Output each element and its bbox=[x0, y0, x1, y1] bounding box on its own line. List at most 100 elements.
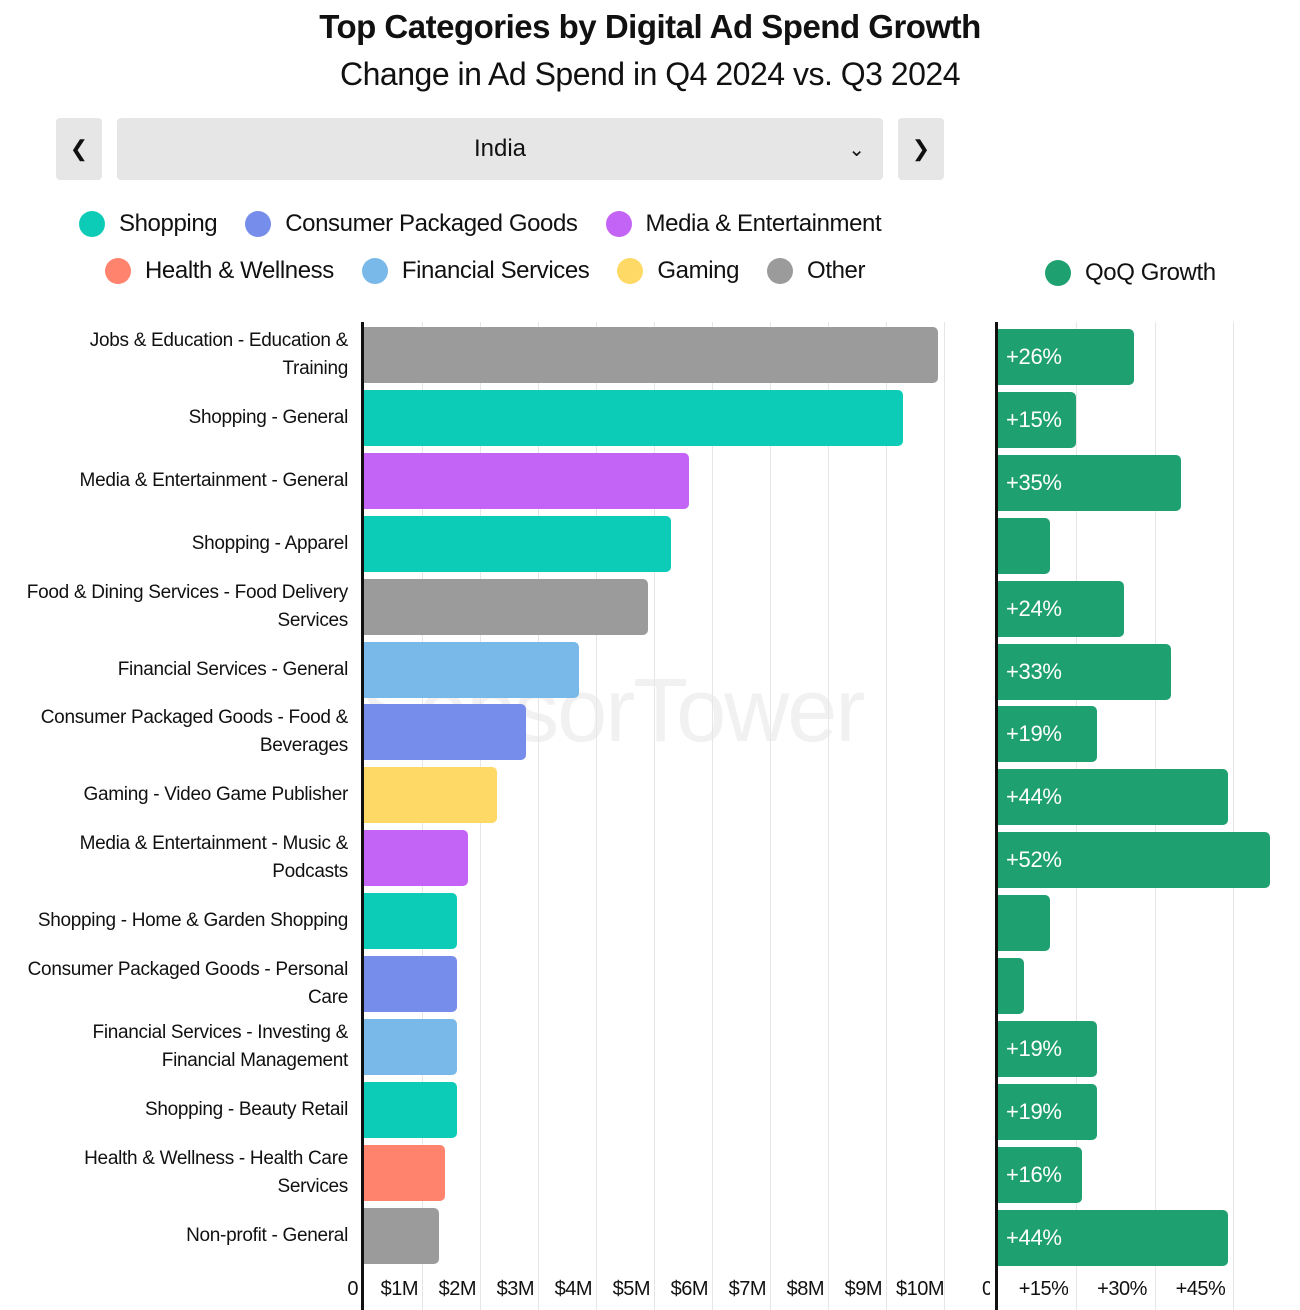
category-label: Media & Entertainment - Music & Podcasts bbox=[79, 833, 349, 883]
growth-bar: +35% bbox=[998, 454, 1182, 511]
x-tick-label: $3M bbox=[496, 1278, 535, 1300]
chevron-down-icon: ⌄ bbox=[848, 138, 865, 161]
spend-bar bbox=[364, 452, 689, 509]
growth-bar: +16% bbox=[998, 1146, 1082, 1203]
gridline bbox=[828, 322, 829, 1310]
legend-dot-icon bbox=[105, 258, 131, 284]
legend-row-2: Health & Wellness Financial Services Gamin… bbox=[105, 257, 893, 285]
spend-bar bbox=[364, 578, 649, 635]
spend-bar bbox=[364, 830, 469, 887]
legend-growth: QoQ Growth bbox=[1045, 259, 1244, 287]
category-label: Consumer Packaged Goods - Personal Care bbox=[27, 959, 349, 1008]
legend-item: Financial Services bbox=[361, 257, 590, 285]
legend-item: QoQ Growth bbox=[1045, 259, 1216, 287]
prev-button[interactable]: ❮ bbox=[56, 118, 102, 180]
growth-bar bbox=[998, 958, 1025, 1014]
growth-label: +16% bbox=[1006, 1161, 1062, 1187]
spend-bar bbox=[364, 1144, 446, 1201]
growth-bar: +15% bbox=[998, 391, 1077, 448]
growth-bar: +44% bbox=[998, 769, 1229, 826]
legend-dot-icon bbox=[245, 211, 272, 237]
growth-tick-label: +30% bbox=[1097, 1278, 1147, 1300]
legend-label: Health & Wellness bbox=[145, 257, 334, 284]
growth-label: +52% bbox=[1006, 847, 1062, 873]
growth-bar: +33% bbox=[998, 643, 1171, 700]
category-label: Non-profit - General bbox=[186, 1224, 348, 1246]
category-label: Media & Entertainment - General bbox=[79, 469, 349, 491]
legend-row-1: Shopping Consumer Packaged Goods Media & E… bbox=[79, 210, 909, 238]
category-label: Consumer Packaged Goods - Food & Beverag… bbox=[40, 707, 349, 757]
legend-item: Other bbox=[767, 257, 865, 285]
spend-bar bbox=[364, 515, 672, 572]
growth-label: +26% bbox=[1006, 344, 1062, 369]
legend-item: Shopping bbox=[79, 210, 218, 238]
legend-dot-icon bbox=[605, 211, 632, 237]
category-label: Shopping - General bbox=[188, 406, 349, 428]
x-tick-label: $10M bbox=[896, 1278, 945, 1300]
chart-title: Top Categories by Digital Ad Spend Growt… bbox=[319, 8, 981, 45]
growth-tick-label: +45% bbox=[1175, 1278, 1226, 1300]
gridline bbox=[944, 322, 945, 1310]
legend-dot-icon bbox=[767, 258, 794, 284]
legend-label: QoQ Growth bbox=[1085, 259, 1216, 286]
legend-dot-icon bbox=[1045, 260, 1071, 286]
x-tick-label: 0 bbox=[347, 1278, 358, 1300]
country-dropdown[interactable]: India ⌄ bbox=[117, 118, 883, 180]
spend-bar bbox=[364, 389, 904, 446]
category-label: Shopping - Apparel bbox=[191, 532, 349, 554]
spend-bar bbox=[364, 1018, 457, 1075]
next-button[interactable]: ❯ bbox=[898, 118, 944, 180]
gridline bbox=[1233, 322, 1235, 1310]
gridline bbox=[770, 322, 771, 1310]
growth-bar: +24% bbox=[998, 580, 1124, 637]
x-tick-label: $5M bbox=[612, 1278, 651, 1300]
growth-tick-label: 0 bbox=[982, 1278, 990, 1300]
growth-label: +35% bbox=[1006, 469, 1062, 495]
growth-label: +44% bbox=[1006, 1224, 1062, 1250]
category-label: Shopping - Home & Garden Shopping bbox=[37, 910, 348, 932]
category-label: Gaming - Video Game Publisher bbox=[83, 784, 349, 806]
x-tick-label: $8M bbox=[786, 1278, 825, 1300]
growth-bar: +44% bbox=[998, 1209, 1229, 1266]
growth-bar: +19% bbox=[998, 1083, 1098, 1140]
gridline bbox=[886, 322, 887, 1310]
growth-bar bbox=[998, 517, 1051, 574]
legend-dot-icon bbox=[79, 211, 105, 237]
growth-tick-label: +15% bbox=[1018, 1278, 1069, 1300]
legend-dot-icon bbox=[361, 258, 388, 284]
growth-label: +24% bbox=[1006, 595, 1062, 621]
spend-bar bbox=[364, 641, 579, 698]
category-label: Jobs & Education - Education & Training bbox=[89, 330, 349, 379]
chevron-right-icon: ❯ bbox=[911, 136, 931, 161]
growth-label: +19% bbox=[1006, 1035, 1062, 1061]
legend-label: Financial Services bbox=[401, 257, 590, 284]
legend-label: Media & Entertainment bbox=[645, 210, 882, 237]
category-label: Financial Services - Investing & Financi… bbox=[92, 1021, 349, 1071]
growth-bar: +26% bbox=[998, 329, 1134, 385]
growth-axis-line bbox=[995, 322, 998, 1310]
gridline bbox=[596, 322, 597, 1310]
legend-item: Media & Entertainment bbox=[605, 210, 882, 238]
growth-bar bbox=[998, 895, 1051, 952]
spend-bar bbox=[364, 704, 527, 761]
gridline bbox=[654, 322, 655, 1310]
growth-label: +15% bbox=[1006, 406, 1062, 432]
legend-item: Gaming bbox=[617, 257, 739, 285]
growth-bar: +19% bbox=[998, 706, 1098, 763]
growth-label: +19% bbox=[1006, 721, 1062, 747]
legend-label: Consumer Packaged Goods bbox=[285, 210, 578, 237]
x-tick-label: $4M bbox=[554, 1278, 593, 1300]
spend-bar bbox=[364, 327, 939, 383]
spend-axis-line bbox=[361, 322, 364, 1310]
legend-item: Consumer Packaged Goods bbox=[245, 210, 578, 238]
spend-bar bbox=[364, 1081, 457, 1138]
category-label: Financial Services - General bbox=[117, 658, 349, 680]
legend-label: Gaming bbox=[657, 257, 740, 284]
chevron-left-icon: ❮ bbox=[69, 136, 89, 161]
chart-subtitle: Change in Ad Spend in Q4 2024 vs. Q3 202… bbox=[340, 56, 960, 92]
country-value: India bbox=[473, 135, 527, 162]
x-tick-label: $2M bbox=[438, 1278, 477, 1300]
category-label: Food & Dining Services - Food Delivery S… bbox=[26, 581, 349, 631]
x-tick-label: $7M bbox=[728, 1278, 767, 1300]
category-label: Health & Wellness - Health Care Services bbox=[84, 1147, 348, 1197]
